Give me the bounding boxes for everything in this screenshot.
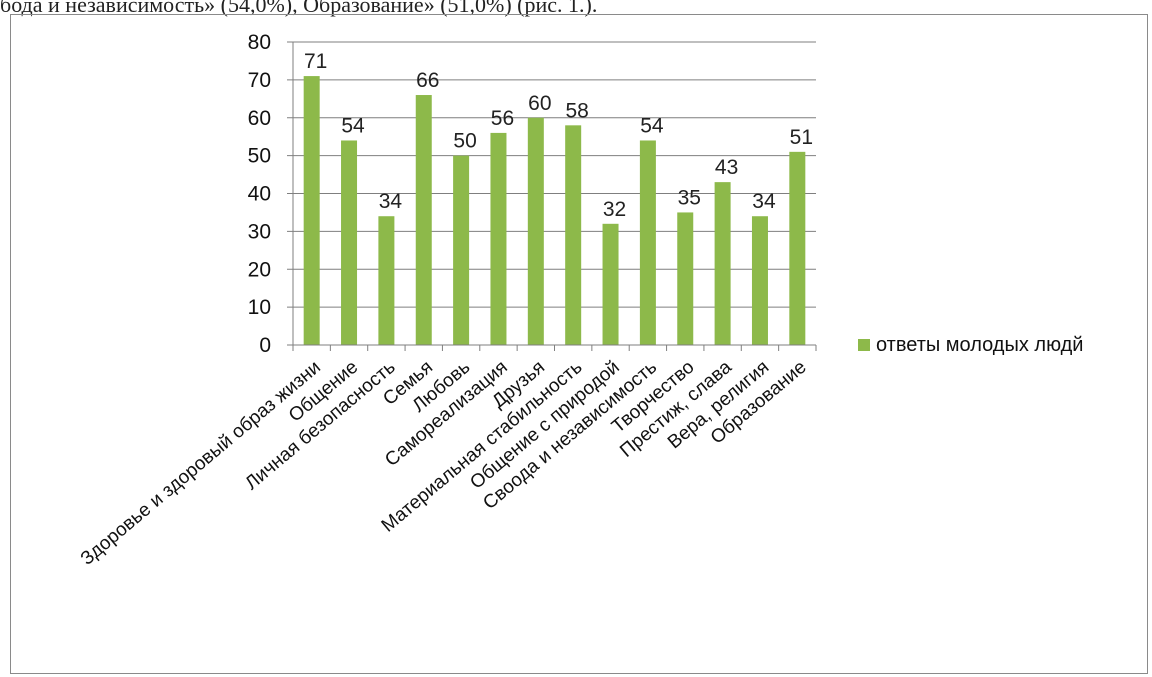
data-label: 60: [528, 92, 551, 115]
bar: [639, 140, 656, 345]
y-tick-label: 50: [248, 145, 271, 168]
y-tick-label: 0: [259, 334, 271, 357]
y-tick-label: 60: [248, 107, 271, 130]
y-tick-label: 20: [248, 258, 271, 281]
bar: [303, 76, 320, 346]
data-label: 50: [453, 130, 476, 153]
header-text: бода и независимость» (54,0%), Образован…: [0, 0, 598, 17]
y-tick-label: 70: [248, 69, 271, 92]
y-tick-label: 40: [248, 183, 271, 206]
bar: [602, 223, 619, 345]
bar: [565, 125, 582, 345]
y-tick-label: 10: [248, 296, 271, 319]
bar-layer: [303, 76, 806, 346]
bar: [527, 117, 544, 345]
data-label: 54: [640, 114, 664, 137]
chart-frame: [10, 14, 1148, 674]
data-label: 66: [416, 69, 439, 92]
bar: [677, 212, 694, 345]
data-label: 43: [715, 156, 738, 179]
data-label: 56: [491, 107, 514, 130]
bar: [341, 140, 358, 345]
data-label: 51: [790, 126, 813, 149]
data-label: 58: [565, 99, 588, 122]
data-label: 34: [379, 190, 403, 213]
data-label: 54: [341, 114, 365, 137]
data-label: 71: [304, 50, 327, 73]
bar: [751, 216, 768, 345]
category-label: Личная безопасность: [241, 357, 399, 495]
data-label: 34: [752, 190, 776, 213]
bar: [789, 151, 806, 345]
legend: ответы молодых людй: [858, 334, 1083, 356]
bar: [453, 155, 470, 345]
bar: [714, 182, 731, 345]
y-tick-label: 80: [248, 31, 271, 54]
data-label: 35: [678, 186, 701, 209]
bar: [490, 132, 507, 345]
legend-label: ответы молодых людй: [876, 334, 1083, 356]
axis-layer: 0 10 20 30 40 50 60 70 80: [248, 31, 817, 357]
data-label: 32: [603, 198, 626, 221]
bar: [378, 216, 395, 345]
legend-swatch: [858, 339, 870, 351]
bar: [415, 95, 432, 346]
y-tick-label: 30: [248, 220, 271, 243]
